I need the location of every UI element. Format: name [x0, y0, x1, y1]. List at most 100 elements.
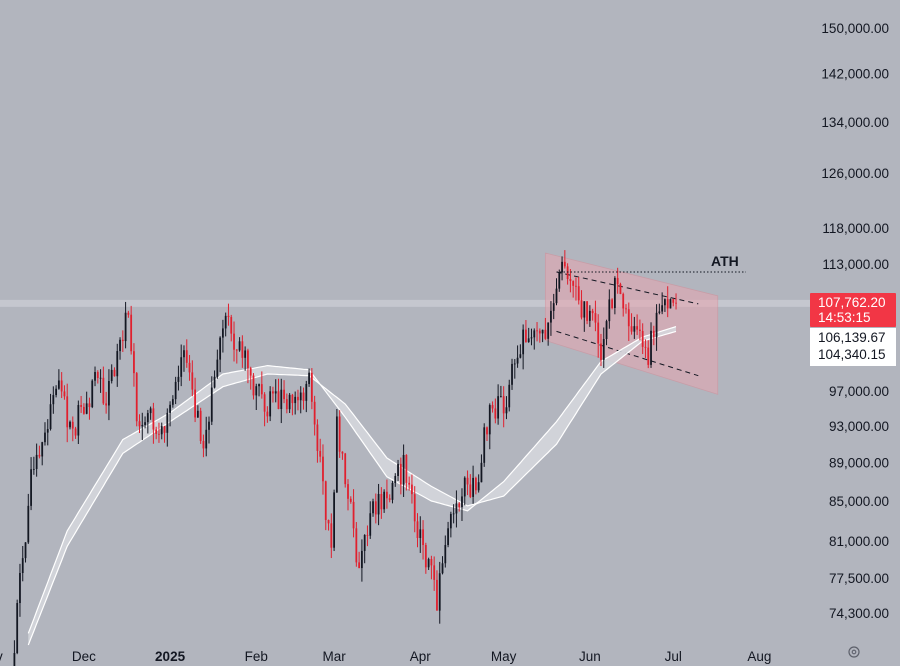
candle-body: [580, 300, 583, 318]
candle-body: [52, 395, 55, 405]
candle: [57, 369, 60, 390]
price-tag-ma: [810, 328, 896, 366]
candle: [32, 456, 35, 475]
candle: [347, 479, 349, 511]
candle-body: [488, 405, 491, 435]
candle-body: [224, 315, 227, 329]
candle-body: [135, 373, 138, 422]
candle-body: [411, 484, 413, 495]
candle-body: [138, 421, 141, 427]
candle-body: [285, 399, 288, 410]
candle-body: [49, 404, 52, 430]
candle: [335, 408, 338, 493]
candle: [324, 480, 327, 531]
candle: [333, 489, 335, 552]
candle: [280, 378, 283, 424]
candle-body: [44, 432, 46, 443]
candle: [655, 304, 658, 351]
candle-body: [641, 330, 644, 347]
candle: [433, 556, 436, 591]
candle: [277, 378, 280, 410]
candle-body: [497, 396, 500, 419]
candle-body: [505, 407, 508, 414]
candle-body: [230, 317, 233, 334]
candle: [116, 343, 119, 387]
candle-body: [294, 396, 297, 404]
candle: [669, 298, 672, 309]
candle-body: [63, 391, 66, 397]
candle-body: [38, 454, 41, 457]
candle: [160, 422, 163, 440]
candle: [119, 337, 121, 360]
candle-body: [669, 299, 672, 309]
candle-body: [377, 493, 380, 515]
candle: [374, 493, 377, 524]
candle-body: [324, 481, 327, 520]
x-tick-label: Jun: [579, 649, 601, 664]
candle-body: [35, 454, 38, 469]
candle: [611, 298, 613, 310]
y-tick-label: 74,300.00: [829, 606, 889, 621]
candle: [641, 323, 644, 355]
candle-body: [664, 299, 666, 306]
candle-body: [330, 523, 333, 548]
candle-body: [191, 372, 194, 390]
candle-body: [247, 350, 249, 369]
candle-body: [569, 278, 572, 282]
candle-body: [185, 350, 188, 363]
candle-body: [572, 281, 575, 286]
candle-body: [110, 369, 113, 382]
candle: [288, 393, 291, 414]
candle: [352, 489, 355, 538]
candle-body: [313, 401, 316, 425]
candle-body: [374, 501, 377, 515]
candle: [463, 476, 466, 506]
candle: [647, 340, 650, 369]
candle: [302, 387, 305, 410]
candle-body: [355, 528, 358, 563]
candle: [383, 489, 386, 513]
candle: [399, 457, 402, 495]
candle-body: [274, 391, 277, 394]
candle: [630, 313, 633, 335]
candle-body: [227, 315, 230, 318]
candle: [483, 423, 486, 467]
candle: [71, 416, 74, 442]
candle-body: [563, 261, 566, 267]
candle: [238, 337, 241, 352]
candle-body: [91, 380, 94, 408]
candle: [394, 473, 397, 487]
candle-body: [416, 521, 419, 538]
candle-body: [480, 462, 483, 483]
candle: [625, 304, 627, 314]
candle: [361, 539, 363, 582]
candle: [461, 488, 463, 522]
candle: [405, 454, 408, 491]
candle-body: [483, 427, 486, 463]
candle: [35, 443, 38, 477]
candle: [210, 376, 213, 426]
candle-body: [322, 456, 324, 482]
candle: [502, 386, 505, 428]
gear-icon[interactable]: [848, 646, 860, 658]
candle-body: [644, 346, 647, 348]
candle: [241, 335, 244, 368]
candle-body: [152, 408, 155, 430]
candle-body: [561, 261, 563, 273]
candle: [185, 339, 188, 368]
candle-body: [461, 496, 463, 508]
candle-body: [477, 482, 480, 491]
candle-body: [538, 330, 541, 334]
candle: [308, 368, 310, 387]
candle-body: [369, 513, 372, 536]
candle-body: [447, 528, 449, 546]
candle-body: [575, 285, 577, 287]
candle-body: [608, 299, 611, 322]
candle: [594, 300, 597, 332]
candle: [266, 406, 269, 423]
candle-body: [233, 333, 235, 350]
candle: [419, 516, 422, 553]
candle-body: [383, 491, 386, 510]
